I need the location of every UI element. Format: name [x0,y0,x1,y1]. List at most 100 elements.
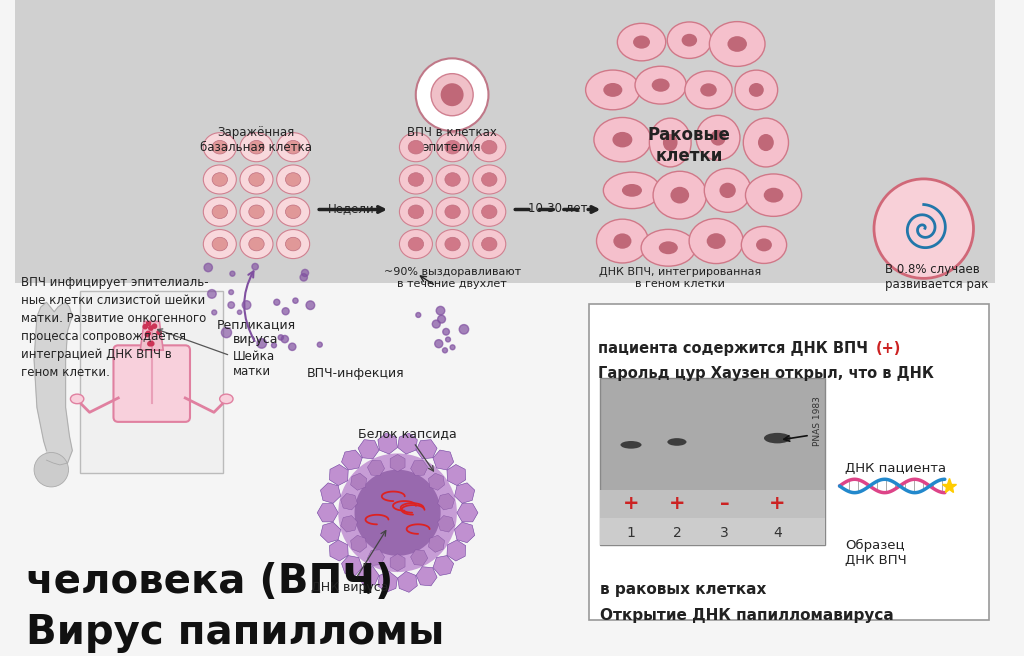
Ellipse shape [758,134,774,151]
Ellipse shape [710,22,765,66]
Ellipse shape [436,197,469,226]
Text: 4: 4 [773,526,781,540]
Text: ДНК пациента: ДНК пациента [845,462,946,475]
Circle shape [432,320,440,328]
Ellipse shape [622,184,642,197]
Text: Открытие ДНК папилломавируса: Открытие ДНК папилломавируса [600,608,894,623]
Circle shape [228,302,234,308]
Circle shape [257,338,266,348]
Ellipse shape [212,205,227,218]
Text: Вирус папилломы: Вирус папилломы [27,613,444,653]
Text: человека (ВПЧ): человека (ВПЧ) [27,562,394,602]
Ellipse shape [249,173,264,186]
Circle shape [874,179,974,278]
Ellipse shape [481,205,497,218]
Ellipse shape [756,238,772,251]
Circle shape [238,310,242,314]
Ellipse shape [204,230,237,258]
Polygon shape [34,302,73,465]
Circle shape [146,321,151,325]
Ellipse shape [663,134,678,151]
Ellipse shape [653,171,707,219]
Circle shape [442,348,447,353]
Circle shape [317,342,323,347]
Circle shape [416,58,488,131]
Circle shape [282,308,289,315]
Ellipse shape [682,34,697,47]
Ellipse shape [444,173,461,186]
Circle shape [212,310,217,315]
Text: 10-30 лет: 10-30 лет [528,202,588,215]
Circle shape [153,324,157,328]
Ellipse shape [240,230,273,258]
Text: 2: 2 [673,526,681,540]
Ellipse shape [720,182,736,198]
Ellipse shape [240,133,273,162]
Text: Образец
ДНК ВПЧ: Образец ДНК ВПЧ [845,539,907,567]
Ellipse shape [749,83,764,97]
Ellipse shape [633,35,650,49]
Circle shape [282,335,289,343]
Text: 3: 3 [720,526,729,540]
Ellipse shape [651,79,670,92]
Circle shape [271,343,276,348]
Ellipse shape [621,441,641,449]
Ellipse shape [409,237,424,251]
Text: Заражённая
базальная клетка: Заражённая базальная клетка [200,126,312,154]
Ellipse shape [436,165,469,194]
Text: (+): (+) [876,340,901,356]
Circle shape [437,316,445,323]
Circle shape [208,289,216,298]
Ellipse shape [444,140,461,154]
Ellipse shape [743,118,788,167]
Circle shape [150,342,154,346]
Circle shape [338,453,457,572]
Ellipse shape [735,70,777,110]
Ellipse shape [249,205,264,218]
Text: в раковых клетках: в раковых клетках [600,582,767,596]
Text: +: + [623,494,639,513]
Ellipse shape [635,66,686,104]
Ellipse shape [220,394,233,403]
Circle shape [435,340,442,348]
Circle shape [451,345,455,350]
Circle shape [416,312,421,318]
Ellipse shape [436,133,469,162]
Text: 1: 1 [627,526,636,540]
Ellipse shape [685,71,732,109]
Ellipse shape [276,230,309,258]
Circle shape [289,343,296,350]
Circle shape [221,327,231,338]
Ellipse shape [707,233,726,249]
Circle shape [459,325,469,334]
Ellipse shape [597,219,648,263]
Ellipse shape [399,133,432,162]
Bar [80,291,223,472]
Circle shape [431,73,473,115]
Ellipse shape [473,165,506,194]
Text: Раковые
клетки: Раковые клетки [648,126,731,165]
Ellipse shape [764,188,783,203]
Circle shape [145,333,150,337]
Text: +: + [669,494,685,513]
Text: PNAS 1983: PNAS 1983 [813,396,822,446]
Text: ВПЧ в клетках
эпителия: ВПЧ в клетках эпителия [408,126,497,154]
Ellipse shape [649,118,691,167]
Polygon shape [140,321,163,350]
Ellipse shape [286,205,301,218]
Circle shape [440,83,464,106]
Circle shape [293,298,298,303]
Circle shape [279,335,284,340]
Ellipse shape [409,205,424,218]
Circle shape [147,342,152,346]
Ellipse shape [586,70,640,110]
Bar [15,283,994,628]
Circle shape [143,325,147,329]
Text: Гарольд цур Хаузен открыл, что в ДНК: Гарольд цур Хаузен открыл, что в ДНК [598,367,934,381]
FancyBboxPatch shape [589,304,989,620]
Circle shape [229,271,234,276]
Text: +: + [769,494,785,513]
Ellipse shape [696,115,740,160]
Ellipse shape [276,165,309,194]
Circle shape [445,337,451,342]
